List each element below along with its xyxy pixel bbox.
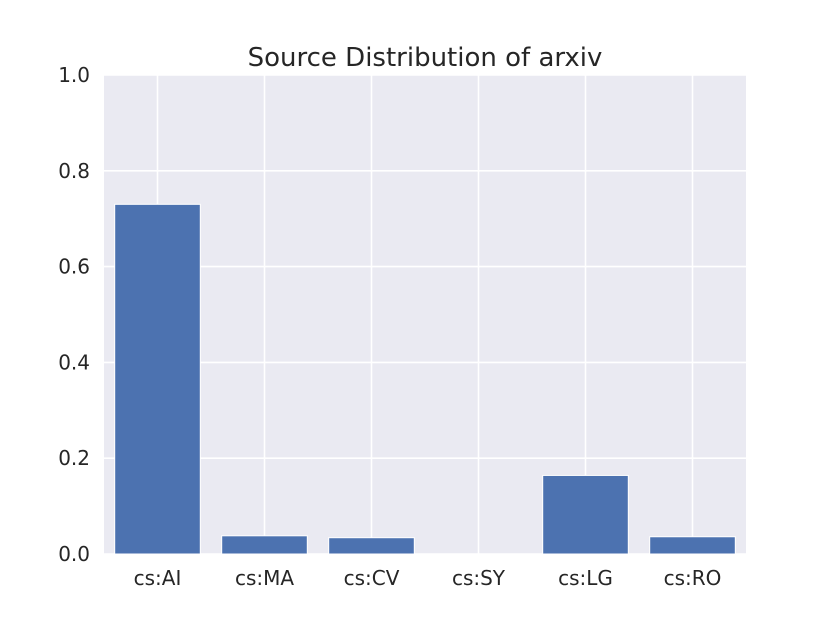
y-gridlines <box>104 74 746 555</box>
y-tick-label: 0.2 <box>58 446 90 470</box>
bar-cs-lg <box>542 474 629 555</box>
y-tick-label: 0.0 <box>58 542 90 566</box>
y-tick-label: 1.0 <box>58 63 90 87</box>
y-tick-label: 0.6 <box>58 255 90 279</box>
x-tick-label: cs:RO <box>664 566 722 590</box>
x-tick-label: cs:MA <box>235 566 294 590</box>
y-tick-labels: 0.0 0.2 0.4 0.6 0.8 1.0 <box>58 63 90 566</box>
chart-title: Source Distribution of arxiv <box>248 43 603 73</box>
bar-cs-ma <box>221 535 308 555</box>
x-tick-labels: cs:AI cs:MA cs:CV cs:SY cs:LG cs:RO <box>134 566 722 590</box>
x-tick-label: cs:SY <box>452 566 506 590</box>
bar-cs-ro <box>649 536 736 555</box>
x-tick-label: cs:CV <box>344 566 400 590</box>
y-tick-label: 0.8 <box>58 159 90 183</box>
x-tick-label: cs:LG <box>558 566 613 590</box>
plot-area <box>104 75 746 554</box>
bars <box>114 203 736 555</box>
y-tick-label: 0.4 <box>58 350 90 374</box>
bar-cs-ai <box>114 203 201 555</box>
bar-cs-cv <box>328 537 415 555</box>
x-tick-label: cs:AI <box>134 566 182 590</box>
